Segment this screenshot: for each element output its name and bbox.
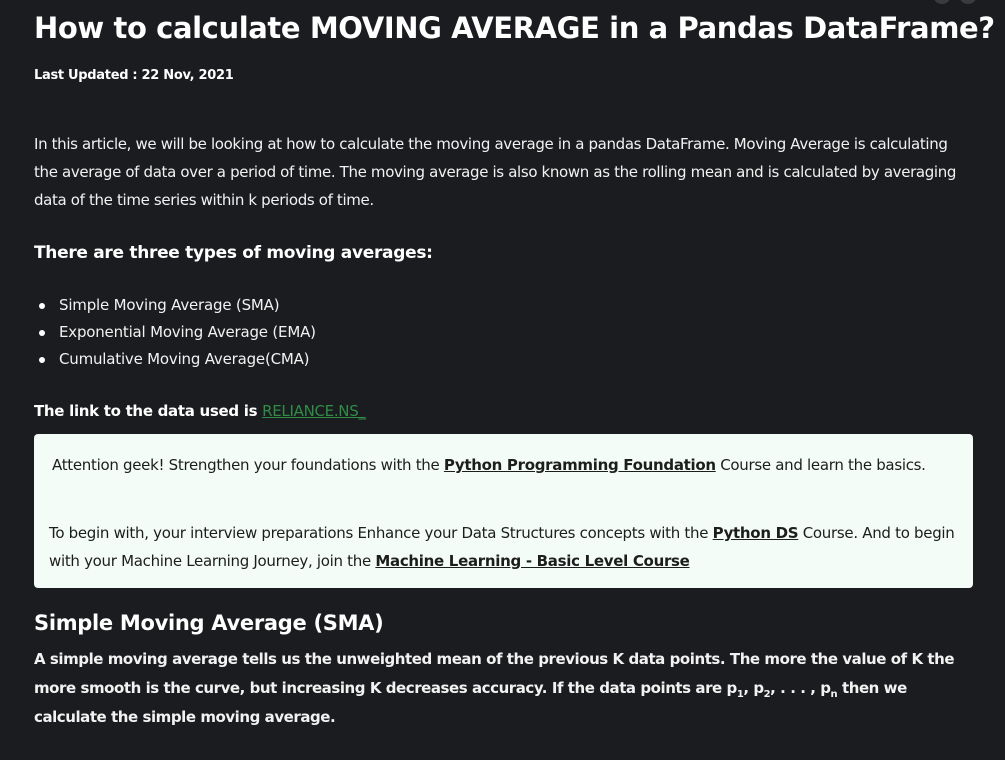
list-item: Exponential Moving Average (EMA) (34, 319, 316, 346)
sma-text: then we calculate the simple moving aver… (34, 679, 907, 726)
data-link-line: The link to the data used is RELIANCE.NS… (34, 398, 366, 424)
data-link-label: The link to the data used is (34, 402, 263, 420)
notice-text: Course. And to begin with your Machine L… (49, 524, 955, 570)
sma-text: , p (743, 679, 764, 697)
notice-paragraph-1: Attention geek! Strengthen your foundati… (52, 452, 967, 478)
list-item: Cumulative Moving Average(CMA) (34, 346, 316, 373)
sma-text: A simple moving average tells us the unw… (34, 650, 955, 697)
sma-heading: Simple Moving Average (SMA) (34, 611, 384, 635)
last-updated: Last Updated : 22 Nov, 2021 (34, 68, 234, 83)
article-title: How to calculate MOVING AVERAGE in a Pan… (34, 11, 995, 45)
top-right-controls (933, 0, 977, 4)
python-foundation-link[interactable]: Python Programming Foundation (443, 456, 716, 474)
notice-text: To begin with, your interview preparatio… (49, 524, 713, 542)
types-list: Simple Moving Average (SMA) Exponential … (34, 292, 316, 373)
sma-text: , . . . , p (770, 679, 831, 697)
intro-paragraph: In this article, we will be looking at h… (34, 135, 957, 209)
sma-paragraph: A simple moving average tells us the unw… (34, 645, 969, 732)
control-icon[interactable] (933, 0, 951, 4)
subscript: n (830, 689, 838, 700)
notice-paragraph-2: To begin with, your interview preparatio… (49, 519, 964, 575)
course-notice: Attention geek! Strengthen your foundati… (34, 434, 973, 588)
python-ds-link[interactable]: Python DS (712, 524, 799, 542)
list-item: Simple Moving Average (SMA) (34, 292, 316, 319)
notice-text: Course and learn the basics. (715, 456, 926, 474)
types-heading: There are three types of moving averages… (34, 243, 433, 263)
subscript: 2 (763, 689, 771, 700)
data-link[interactable]: RELIANCE.NS_ (262, 402, 366, 420)
subscript: 1 (736, 689, 744, 700)
machine-learning-link[interactable]: Machine Learning - Basic Level Course (375, 552, 690, 570)
control-icon[interactable] (959, 0, 977, 4)
notice-text: Attention geek! Strengthen your foundati… (52, 456, 444, 474)
